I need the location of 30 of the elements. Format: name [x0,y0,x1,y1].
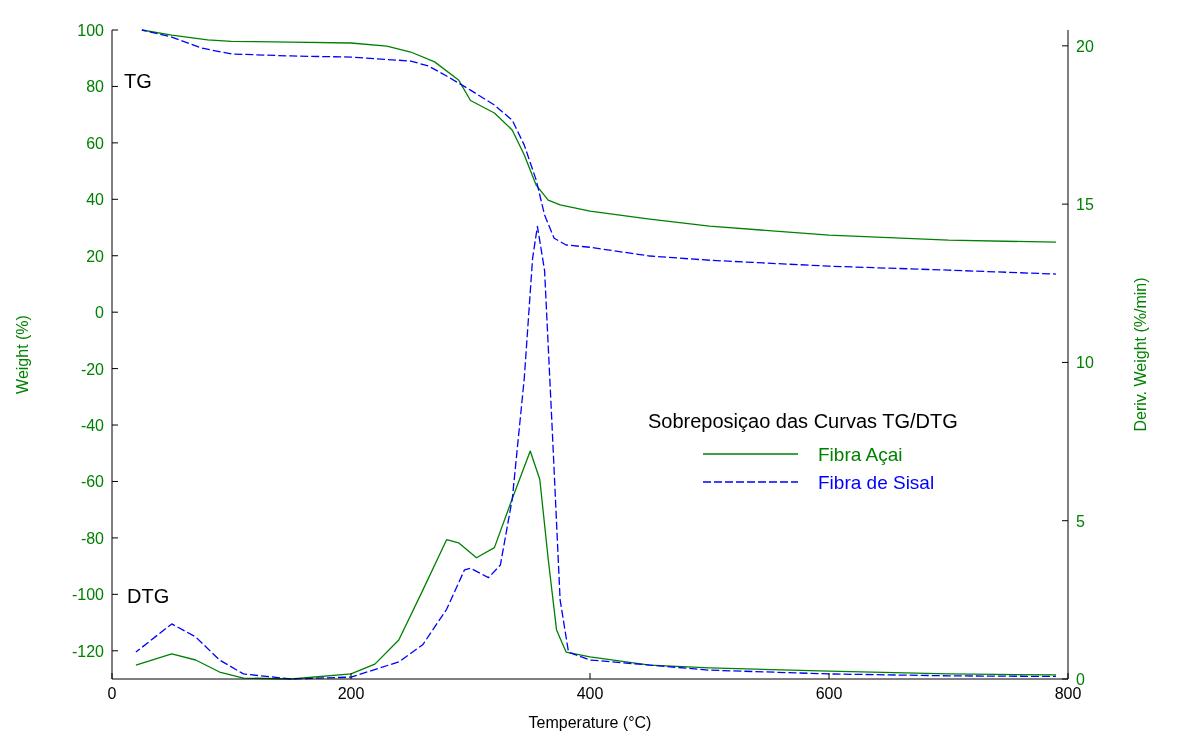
legend-label: Fibra de Sisal [818,472,935,493]
y2-axis-title: Deriv. Weight (%/min) [1132,277,1149,432]
y-tick-label: -60 [80,473,105,491]
x-tick-label: 400 [576,685,604,702]
x-tick-label: 200 [337,685,365,702]
y2-tick-label: 10 [1076,354,1094,372]
y2-tick-label: 0 [1076,671,1085,688]
y2-tick-label: 20 [1076,37,1094,55]
y-tick-label: 60 [86,134,105,152]
y-tick-label: 40 [86,191,105,209]
annotation: DTG [127,585,170,607]
y-tick-label: -100 [71,586,105,604]
y-tick-label: 80 [86,78,105,96]
legend-title: Sobreposiçao das Curvas TG/DTG [648,410,958,432]
y2-tick-label: 5 [1076,512,1085,530]
x-tick-label: 0 [107,685,117,702]
x-tick-label: 800 [1054,685,1082,702]
x-tick-label: 600 [815,685,843,702]
y-tick-label: -80 [80,529,105,547]
y-tick-label: 0 [95,304,105,322]
y-axis-title: Weight (%) [14,315,31,394]
y-tick-label: 20 [86,247,105,265]
legend-label: Fibra Açai [818,444,903,465]
y-tick-label: -120 [71,642,105,660]
x-axis-title: Temperature (°C) [528,714,652,731]
y-tick-label: -40 [80,417,105,435]
y-tick-label: 100 [77,22,105,39]
y-tick-label: -20 [80,360,105,378]
y2-tick-label: 15 [1076,196,1094,214]
annotation: TG [124,70,152,92]
